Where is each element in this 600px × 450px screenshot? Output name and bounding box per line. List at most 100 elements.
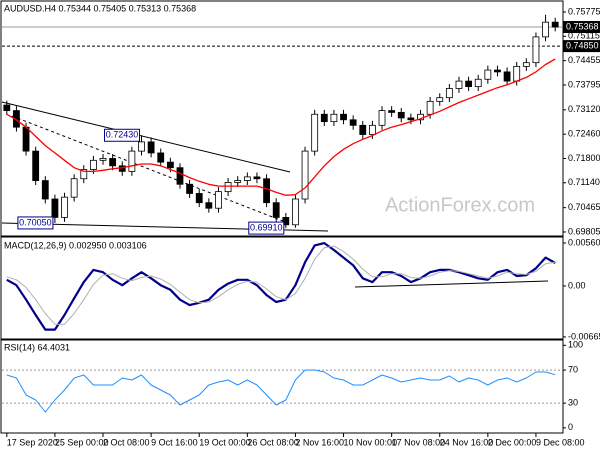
y-tick-label: 30 [568, 397, 578, 407]
candle-body [320, 113, 328, 123]
x-tick-label: 24 Nov 16:00 [440, 437, 494, 447]
candle-body [138, 141, 145, 152]
y-tick-label: 0.71140 [568, 177, 600, 187]
x-tick-label: 2 Oct 08:00 [103, 437, 150, 447]
candle-body [22, 126, 30, 152]
x-tick-label: 25 Sep 00:00 [55, 437, 109, 447]
candle-body [166, 161, 174, 169]
price-level-label: 0.75368 [566, 21, 599, 31]
candle-body [542, 21, 549, 38]
x-tick-label: 2 Dec 00:00 [488, 437, 537, 447]
y-tick-label: 0.72460 [568, 129, 600, 139]
candle-body [368, 124, 376, 135]
candle-body [513, 65, 521, 82]
candle-body [397, 112, 405, 119]
y-tick-label: 0.00 [568, 280, 586, 290]
y-tick-label: -0.006656 [568, 331, 600, 341]
candle-body [195, 193, 203, 204]
panel-title: MACD(12,26,9) 0.002950 0.003106 [4, 240, 147, 250]
resistance-trendline [1, 101, 291, 173]
candle-body [263, 178, 270, 204]
candle-body [359, 124, 367, 135]
y-tick-label: 0 [568, 422, 573, 432]
candle-body [465, 80, 473, 88]
annotation-box [248, 221, 285, 235]
candle-body [109, 158, 117, 167]
price-level-box [563, 21, 600, 34]
x-tick-label: 17 Sep 2020 [7, 437, 58, 447]
y-tick-label: 70 [568, 364, 578, 374]
candle-body [224, 182, 232, 193]
candle-body [349, 119, 357, 126]
candle-body [32, 150, 40, 181]
x-tick-label: 17 Nov 08:00 [392, 437, 446, 447]
watermark: ActionForex.com [385, 194, 535, 216]
candle-body [186, 183, 194, 194]
annotation-label: 0.72430 [106, 130, 139, 140]
y-tick-label: 0.70465 [568, 202, 600, 212]
candle-body [282, 217, 290, 226]
candle-body [301, 150, 309, 200]
macd-panel-frame [0, 236, 564, 340]
candle-body [474, 78, 482, 88]
candle-body [484, 69, 492, 80]
candle-body [3, 104, 11, 111]
candle-body [215, 191, 222, 209]
candle-body [532, 36, 540, 64]
candle-body [311, 113, 319, 152]
annotation-label: 0.69910 [250, 222, 283, 232]
y-tick-label: 0.73795 [568, 79, 600, 89]
price-level-box [563, 40, 600, 53]
y-tick-label: 0.75115 [568, 31, 600, 41]
candle-body [407, 117, 415, 121]
annotation-box [17, 216, 54, 230]
candle-body [157, 152, 165, 163]
x-tick-label: 19 Oct 00:00 [199, 437, 251, 447]
y-tick-label: 0.75775 [568, 6, 600, 16]
x-tick-label: 10 Nov 00:00 [344, 437, 398, 447]
series-line [6, 58, 556, 196]
channel-trendline [11, 115, 289, 224]
y-tick-label: 0.74455 [568, 55, 600, 65]
x-tick-label: 9 Oct 16:00 [151, 437, 198, 447]
candle-body [61, 196, 68, 218]
candle-body [455, 80, 463, 89]
candle-body [128, 150, 136, 172]
candle-body [378, 110, 386, 126]
x-tick-label: 9 Dec 08:00 [536, 437, 585, 447]
y-tick-label: 0.71800 [568, 153, 600, 163]
candle-body [426, 100, 434, 115]
candle-body [80, 169, 88, 180]
macd-trendline [354, 280, 549, 288]
candle-body [272, 202, 280, 218]
price-panel-frame [0, 0, 564, 237]
series-line [6, 242, 556, 331]
price-level-label: 0.74850 [566, 40, 599, 50]
rsi-panel-frame [0, 339, 564, 434]
candle-body [41, 180, 49, 200]
candle-body [234, 180, 242, 183]
candle-body [436, 97, 444, 102]
series-line [6, 245, 556, 325]
annotation-box [104, 128, 140, 142]
y-tick-label: 0.69805 [568, 226, 600, 236]
y-tick-label: 0.005607 [568, 237, 600, 247]
y-tick-label: 0.73120 [568, 104, 600, 114]
x-tick-label: 2 Nov 16:00 [295, 437, 344, 447]
candle-body [494, 69, 501, 73]
series-line [6, 369, 556, 413]
candle-body [89, 159, 97, 170]
candle-body [243, 176, 251, 181]
candle-body [551, 21, 559, 28]
annotation-label: 0.70050 [19, 217, 52, 227]
x-tick-label: 26 Oct 08:00 [247, 437, 299, 447]
panel-title: AUDUSD.H4 0.75344 0.75405 0.75313 0.7536… [4, 3, 196, 13]
candle-body [99, 158, 107, 161]
candle-body [176, 167, 184, 185]
candle-body [522, 62, 530, 67]
candle-body [445, 88, 453, 99]
candle-body [147, 141, 155, 154]
candle-body [51, 198, 59, 218]
